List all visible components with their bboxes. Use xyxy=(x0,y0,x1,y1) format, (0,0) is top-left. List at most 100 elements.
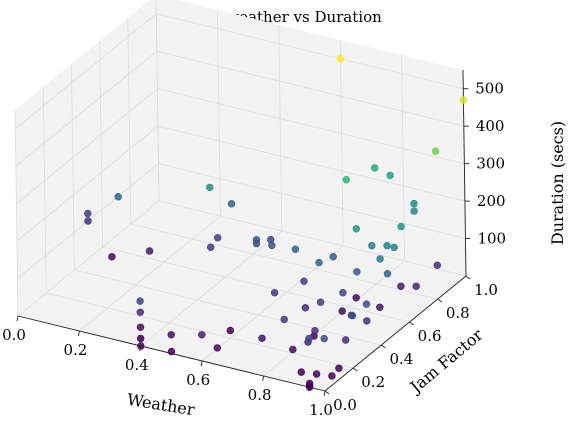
data-point xyxy=(397,282,405,290)
data-point xyxy=(362,300,371,308)
data-point xyxy=(316,298,325,306)
data-point xyxy=(383,241,391,250)
data-point xyxy=(297,368,305,376)
data-point xyxy=(410,199,418,208)
data-point xyxy=(137,342,145,350)
grid-line xyxy=(157,125,466,202)
data-point xyxy=(376,255,384,263)
x-tick-label: 0.8 xyxy=(248,386,272,404)
x-tick-mark xyxy=(16,315,19,322)
data-point xyxy=(311,327,319,335)
data-point xyxy=(301,304,310,312)
z-tick-label: 300 xyxy=(476,155,505,173)
data-point xyxy=(320,334,328,343)
grid-line xyxy=(14,109,19,317)
data-point xyxy=(339,289,347,297)
grid-line xyxy=(99,40,103,248)
z-tick-label: 200 xyxy=(477,192,506,210)
data-point xyxy=(198,331,206,339)
grid-line xyxy=(156,13,464,90)
y-tick-mark xyxy=(465,275,471,280)
x-tick-label: 0.2 xyxy=(63,341,87,359)
y-tick-mark xyxy=(324,390,330,395)
z-tick-label: 400 xyxy=(476,117,505,135)
data-point xyxy=(291,245,300,254)
data-point xyxy=(342,176,350,184)
axis-panes xyxy=(15,0,466,391)
y-tick-label: 1.0 xyxy=(474,281,498,299)
data-point xyxy=(383,270,392,278)
x-tick-label: 1.0 xyxy=(309,401,333,419)
data-point xyxy=(412,282,420,290)
data-point xyxy=(84,217,92,225)
z-axis-label: Duration (secs) xyxy=(548,121,567,245)
grid-line xyxy=(140,230,283,347)
data-point xyxy=(136,308,145,316)
z-tick-label: 100 xyxy=(477,230,506,248)
grid-line xyxy=(158,163,466,239)
tick-labels: 0.00.20.40.60.81.0 0.00.20.40.60.81.01002… xyxy=(2,80,506,419)
y-tick-label: 0.2 xyxy=(361,373,385,391)
data-point xyxy=(353,268,361,276)
grid-line xyxy=(15,13,157,130)
grid-line xyxy=(102,246,410,323)
y-tick-label: 0.8 xyxy=(446,304,470,322)
data-point xyxy=(289,345,297,354)
data-point xyxy=(258,334,266,342)
data-point xyxy=(338,307,346,315)
data-point xyxy=(207,243,215,252)
y-tick-mark xyxy=(381,344,386,349)
grid-line xyxy=(155,0,160,202)
y-tick-mark xyxy=(409,321,414,326)
data-point xyxy=(459,96,468,104)
grid-line xyxy=(74,269,382,346)
z-tick-label: 500 xyxy=(475,80,504,98)
data-point xyxy=(328,372,336,380)
y-tick-mark xyxy=(352,367,358,372)
data-point xyxy=(300,277,308,285)
grid-line xyxy=(263,260,405,377)
y-tick-mark xyxy=(437,298,443,303)
data-point xyxy=(214,234,222,242)
data-point xyxy=(270,289,279,297)
grid-line xyxy=(127,17,132,225)
grid-line xyxy=(71,63,75,271)
grid-line xyxy=(339,39,344,247)
data-point xyxy=(137,334,145,343)
data-point xyxy=(376,303,384,311)
grid-line xyxy=(79,215,221,332)
data-point xyxy=(136,323,145,331)
z-axis-line xyxy=(462,69,467,277)
data-point xyxy=(390,243,398,252)
data-point xyxy=(84,209,92,218)
y-tick-label: 0.4 xyxy=(389,350,413,368)
data-point xyxy=(252,239,261,248)
data-point xyxy=(206,183,214,192)
y-axis-line xyxy=(324,275,467,392)
data-point xyxy=(348,311,357,320)
grid-line xyxy=(278,24,283,232)
data-point xyxy=(226,326,235,335)
x-tick-label: 0.4 xyxy=(125,356,149,374)
x-tick-mark xyxy=(77,330,80,337)
grid-line xyxy=(157,88,465,165)
y-tick-label: 0.0 xyxy=(333,396,357,414)
y-tick-label: 0.6 xyxy=(418,327,442,345)
x-tick-mark xyxy=(262,375,265,382)
data-point xyxy=(431,147,440,155)
data-point xyxy=(397,222,405,231)
grid-line xyxy=(156,50,464,127)
data-point xyxy=(335,364,343,372)
data-point xyxy=(305,334,313,343)
data-point xyxy=(386,171,394,180)
x-tick-mark xyxy=(200,360,203,367)
grid-line xyxy=(158,200,467,277)
x-tick-mark xyxy=(323,390,326,397)
data-point xyxy=(108,253,116,261)
data-point xyxy=(305,379,314,388)
data-points xyxy=(84,54,468,391)
grid-line xyxy=(42,86,47,294)
data-point xyxy=(371,164,379,172)
data-point xyxy=(280,315,288,324)
